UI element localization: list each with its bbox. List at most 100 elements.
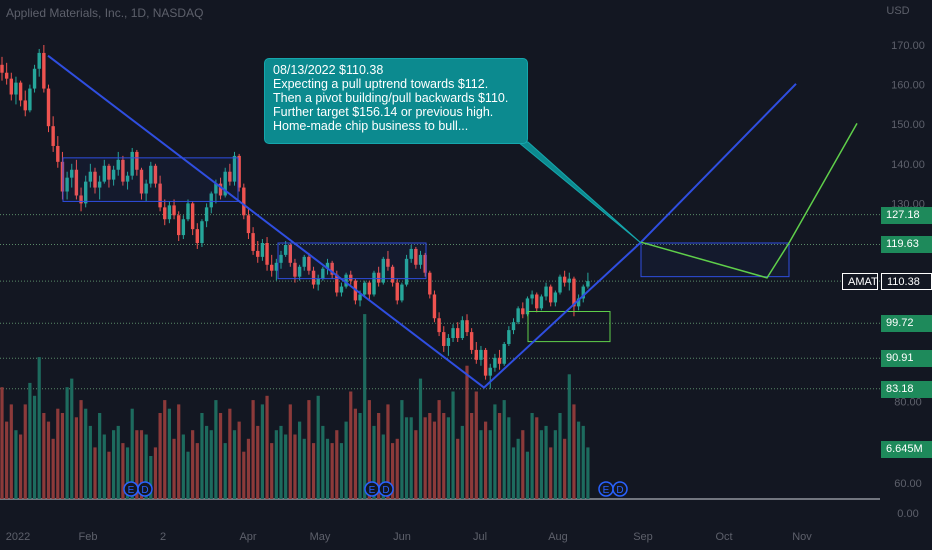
candle-body [97, 181, 102, 188]
date-tick: Oct [715, 531, 732, 543]
candle-body [363, 282, 367, 295]
volume-bar [121, 443, 125, 499]
volume-bar [293, 434, 297, 499]
volume-bar [274, 430, 278, 499]
candle-body [195, 229, 199, 243]
date-tick: May [310, 531, 331, 543]
volume-bar [60, 413, 65, 499]
volume-bar [284, 434, 288, 499]
volume-bar [349, 391, 353, 499]
date-tick: Apr [239, 531, 256, 543]
candle-body [37, 52, 41, 69]
annotation-note[interactable]: 08/13/2022 $110.38 Expecting a pull uptr… [264, 58, 528, 144]
candle-body [190, 203, 195, 230]
price-level-label: 83.18 [881, 380, 932, 398]
candle-body [349, 274, 353, 281]
volume-bar [14, 430, 18, 499]
volume-bar [497, 413, 502, 499]
candle-body [163, 207, 167, 220]
candle-body [549, 286, 553, 303]
price-level-label: 119.63 [881, 236, 932, 254]
volume-bar [465, 365, 469, 499]
volume-bar [144, 434, 148, 499]
volume-bar [437, 400, 441, 499]
volume-bar [228, 408, 232, 499]
note-line: Further target $156.14 or previous high. [273, 105, 494, 119]
candle-body [414, 248, 418, 265]
volume-bar [139, 430, 144, 499]
date-tick: 2 [160, 531, 166, 543]
candle-body [311, 270, 316, 285]
volume-bar [558, 413, 562, 499]
earnings-label: E [369, 485, 376, 496]
volume-bar [581, 425, 585, 499]
volume-bar [88, 425, 92, 499]
volume-bar [98, 413, 102, 499]
candle-body [325, 262, 330, 269]
volume-bar [539, 430, 543, 499]
volume-bar [191, 430, 195, 499]
candle-body [535, 294, 539, 309]
volume-bar [316, 395, 320, 499]
candle-body [28, 88, 32, 111]
volume-bar [102, 434, 106, 499]
trend-line [47, 54, 797, 389]
volume-bar [400, 400, 404, 499]
volume-bar [381, 434, 385, 499]
candle-body [493, 357, 497, 368]
candle-body [423, 254, 427, 273]
candle-body [74, 169, 79, 196]
candle-body [279, 254, 283, 263]
volume-bar [358, 413, 362, 499]
candle-body [344, 274, 348, 287]
candle-body [9, 78, 13, 95]
volume-bar [135, 430, 139, 499]
candle-body [376, 272, 381, 283]
dividend-label: D [141, 485, 148, 496]
date-tick: Nov [792, 531, 812, 543]
volume-bar [5, 421, 9, 499]
volume-bar [181, 434, 185, 499]
volume-bar [79, 400, 83, 499]
volume-bar [149, 456, 153, 499]
volume-bar [535, 417, 539, 499]
volume-bar [446, 417, 450, 499]
candle-body [460, 320, 465, 339]
volume-bar [567, 374, 571, 499]
candle-body [107, 165, 111, 180]
candle-body [14, 82, 18, 95]
note-line: Home-made chip business to bull... [273, 119, 469, 133]
candle-body [200, 221, 204, 243]
candle-body [562, 276, 567, 283]
volume-bar [325, 438, 330, 499]
candle-body [367, 282, 372, 295]
volume-bar [311, 443, 316, 499]
candle-body [516, 308, 520, 323]
candle-body [339, 286, 344, 293]
volume-bar [414, 430, 418, 499]
candle-body [483, 349, 488, 376]
volume-bar [46, 421, 51, 499]
earnings-label: E [603, 485, 610, 496]
candle-body [576, 298, 581, 307]
volume-bar [386, 404, 390, 499]
candle-body [46, 88, 51, 127]
date-tick: Sep [633, 531, 653, 543]
volume-bar [218, 413, 223, 499]
candle-body [121, 159, 125, 182]
volume-bar [521, 430, 525, 499]
candle-body [167, 205, 172, 220]
volume-bar [479, 430, 483, 499]
volume-bar [28, 382, 32, 499]
volume-bar [339, 443, 344, 499]
candle-body [469, 332, 474, 350]
volume-bar [511, 447, 516, 499]
volume-bar [330, 443, 334, 499]
volume-bar [37, 357, 41, 499]
candle-body [172, 205, 176, 216]
candle-body [223, 171, 227, 196]
volume-bar [32, 395, 37, 499]
candle-body [60, 161, 65, 192]
candle-body [316, 278, 320, 285]
